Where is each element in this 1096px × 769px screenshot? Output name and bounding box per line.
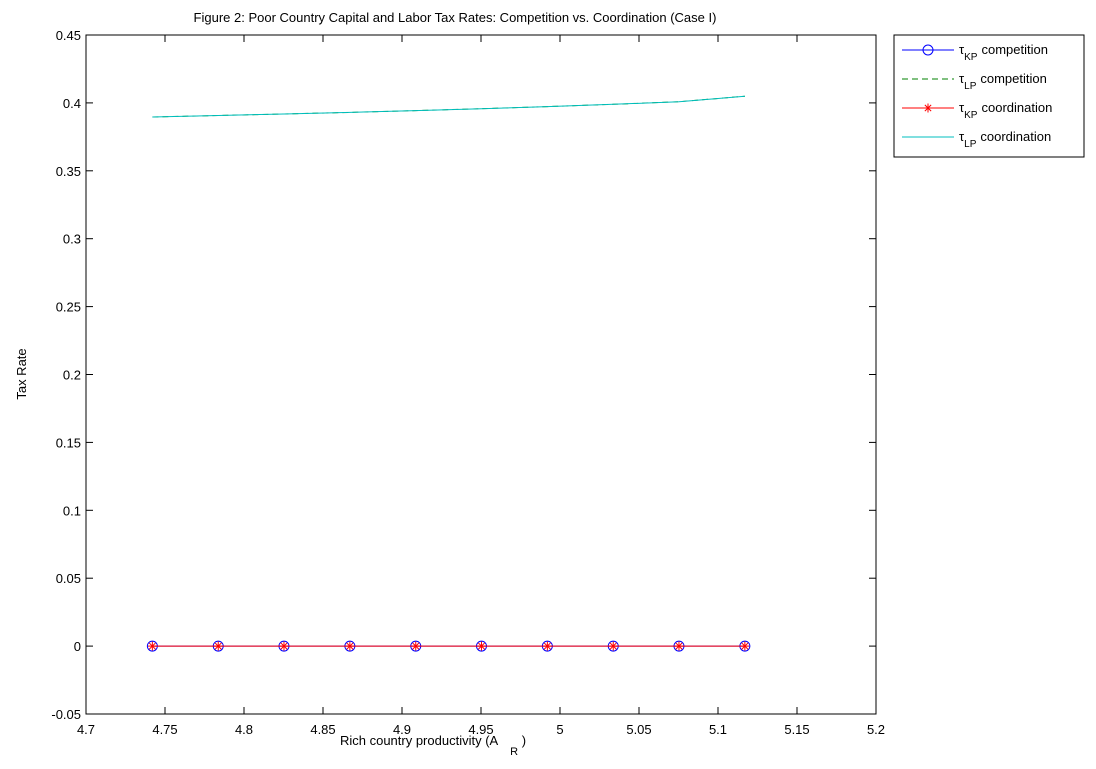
y-tick-label: 0.2 bbox=[63, 368, 81, 383]
y-tick-label: 0.3 bbox=[63, 232, 81, 247]
x-axis-label-subscript: R bbox=[510, 746, 518, 758]
legend-item: τLPcompetition bbox=[902, 71, 1047, 92]
x-tick-label: 5.2 bbox=[867, 722, 885, 737]
y-axis-label: Tax Rate bbox=[14, 348, 29, 399]
legend-label: τKPcompetition bbox=[959, 42, 1048, 63]
data-point bbox=[674, 641, 684, 651]
y-tick-label: 0.1 bbox=[63, 503, 81, 518]
legend-marker bbox=[923, 103, 933, 113]
x-tick-label: 4.7 bbox=[77, 722, 95, 737]
y-tick-label: 0.25 bbox=[56, 300, 81, 315]
legend-item: τKPcompetition bbox=[902, 42, 1048, 63]
series-3 bbox=[152, 95, 745, 118]
data-point bbox=[279, 641, 289, 651]
chart-title: Figure 2: Poor Country Capital and Labor… bbox=[194, 10, 717, 25]
data-point bbox=[345, 641, 355, 651]
y-tick-label: 0.05 bbox=[56, 571, 81, 586]
x-axis-label-main: Rich country productivity (A bbox=[340, 733, 499, 748]
x-tick-label: 4.75 bbox=[152, 722, 177, 737]
y-tick-label: -0.05 bbox=[51, 707, 81, 722]
x-tick-label: 5.05 bbox=[626, 722, 651, 737]
x-tick-label: 4.95 bbox=[468, 722, 493, 737]
legend-label: τLPcompetition bbox=[959, 71, 1047, 92]
legend-item: τLPcoordination bbox=[902, 129, 1051, 150]
x-tick-label: 5.1 bbox=[709, 722, 727, 737]
legend: τKPcompetition τLPcompetition τKPcoordinat… bbox=[893, 34, 1085, 158]
data-point bbox=[411, 641, 421, 651]
x-tick-label: 5 bbox=[556, 722, 563, 737]
plot-area bbox=[85, 34, 877, 715]
x-axis: 4.7 4.75 4.8 4.85 4.9 4.95 5 5.05 5.1 5.15 5.2 bbox=[77, 35, 885, 737]
x-axis-label: Rich country productivity (A R ) bbox=[340, 733, 526, 758]
y-tick-label: 0.35 bbox=[56, 164, 81, 179]
y-tick-label: 0.4 bbox=[63, 96, 81, 111]
y-tick-label: 0.45 bbox=[56, 28, 81, 43]
data-point bbox=[740, 641, 750, 651]
legend-label: τKPcoordination bbox=[959, 100, 1052, 121]
x-tick-label: 4.9 bbox=[393, 722, 411, 737]
y-tick-label: 0.15 bbox=[56, 435, 81, 450]
series-2 bbox=[147, 641, 750, 651]
series-line bbox=[152, 95, 745, 118]
y-tick-label: 0 bbox=[74, 639, 81, 654]
data-point bbox=[213, 641, 223, 651]
y-axis: -0.05 0 0.05 0.1 0.15 0.2 0.25 0.3 0.35 0.4 0.45 bbox=[51, 28, 876, 722]
data-point bbox=[608, 641, 618, 651]
series-layer bbox=[146, 95, 751, 652]
x-tick-label: 4.8 bbox=[235, 722, 253, 737]
legend-item: τKPcoordination bbox=[902, 100, 1052, 121]
x-tick-label: 4.85 bbox=[310, 722, 335, 737]
legend-label: τLPcoordination bbox=[959, 129, 1051, 150]
data-point bbox=[476, 641, 486, 651]
data-point bbox=[542, 641, 552, 651]
legend-marker bbox=[922, 44, 934, 56]
data-point bbox=[147, 641, 157, 651]
x-axis-label-close: ) bbox=[522, 733, 526, 748]
x-tick-label: 5.15 bbox=[784, 722, 809, 737]
